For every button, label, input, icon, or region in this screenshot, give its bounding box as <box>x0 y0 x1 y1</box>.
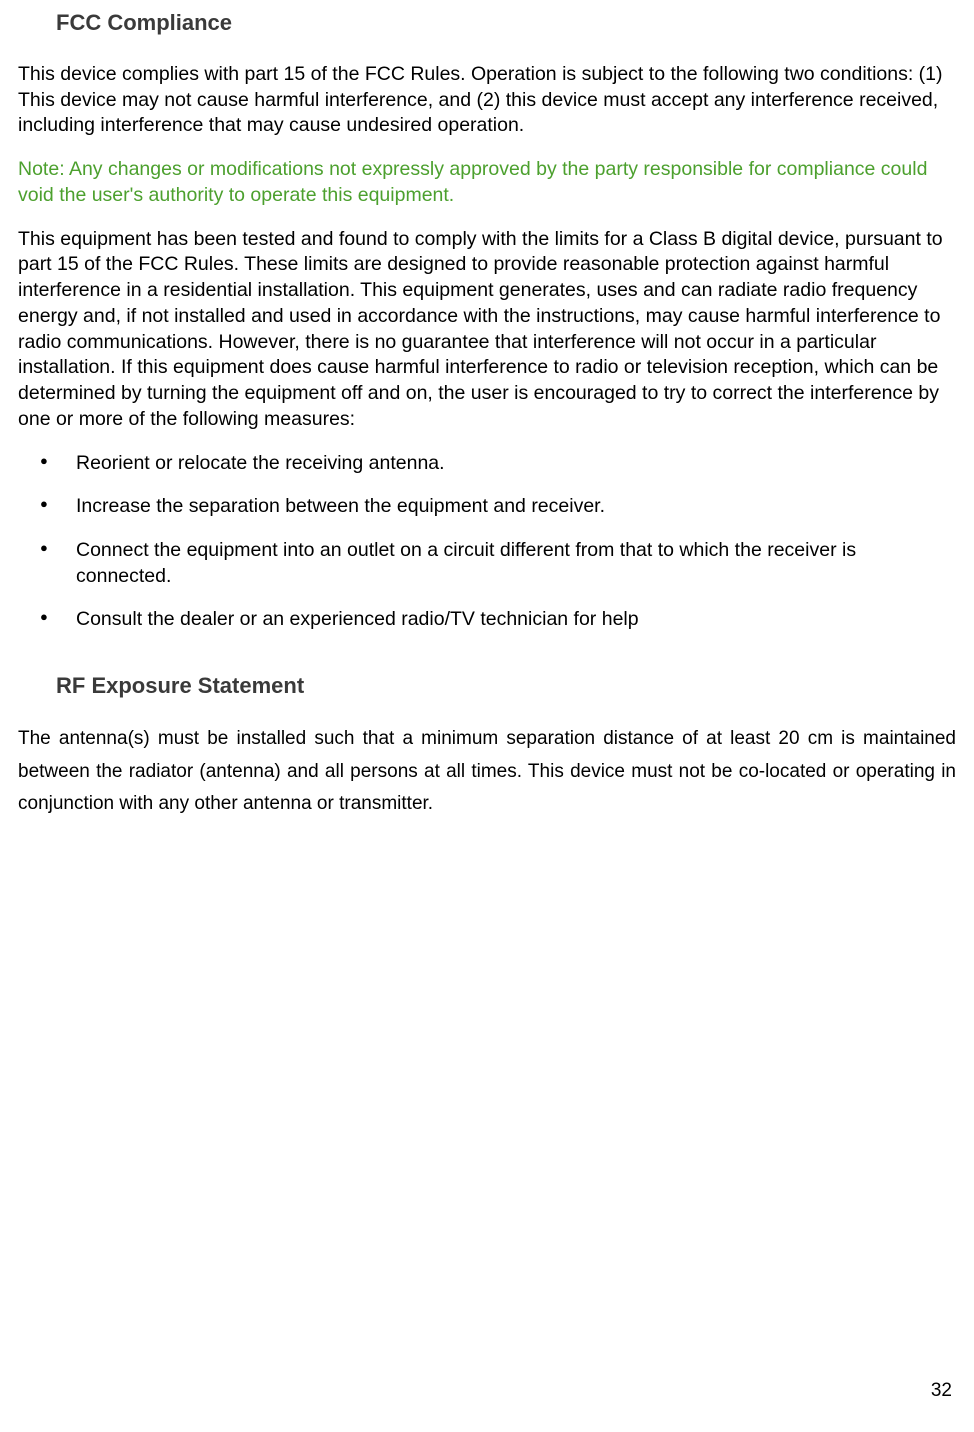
fcc-measures-list: Reorient or relocate the receiving anten… <box>18 451 956 634</box>
rf-exposure-paragraph: The antenna(s) must be installed such th… <box>18 723 956 820</box>
list-item: Connect the equipment into an outlet on … <box>18 538 956 589</box>
fcc-note-paragraph: Note: Any changes or modifications not e… <box>18 157 956 208</box>
rf-exposure-heading: RF Exposure Statement <box>56 673 956 699</box>
list-item: Increase the separation between the equi… <box>18 494 956 520</box>
fcc-compliance-heading: FCC Compliance <box>56 10 956 36</box>
list-item: Reorient or relocate the receiving anten… <box>18 451 956 477</box>
fcc-class-b-paragraph: This equipment has been tested and found… <box>18 227 956 433</box>
list-item: Consult the dealer or an experienced rad… <box>18 607 956 633</box>
page-number: 32 <box>931 1380 952 1402</box>
fcc-intro-paragraph: This device complies with part 15 of the… <box>18 62 956 139</box>
